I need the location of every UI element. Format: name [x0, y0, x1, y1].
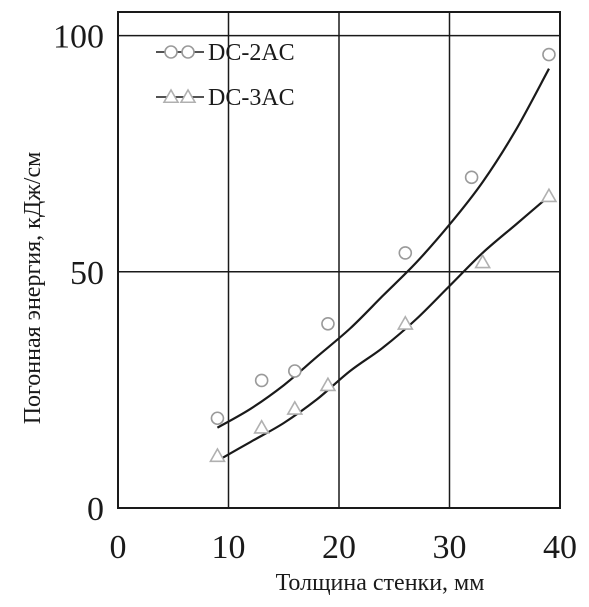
legend-marker — [179, 88, 197, 104]
data-point-dc-3ac — [286, 400, 304, 415]
y-axis-title: Погонная энергия, кДж/см — [20, 152, 46, 425]
data-point-dc-2ac — [542, 47, 556, 62]
x-axis-title: Толщина стенки, мм — [276, 570, 485, 596]
data-point-dc-3ac — [253, 419, 271, 434]
data-point-dc-2ac — [287, 364, 302, 378]
x-tick-label: 40 — [543, 529, 577, 566]
y-tick-label: 0 — [87, 491, 104, 528]
trend-lines — [216, 68, 550, 462]
data-point-dc-3ac — [319, 376, 337, 392]
data-point-dc-3ac — [474, 253, 492, 269]
data-point-dc-2ac — [210, 411, 225, 426]
data-point-dc-3ac — [396, 315, 414, 330]
data-points — [209, 47, 558, 463]
y-tick-label: 50 — [70, 255, 104, 292]
data-point-dc-2ac — [398, 246, 413, 260]
y-tick-labels: 0 50 100 — [53, 19, 104, 528]
plot-frame — [117, 11, 561, 509]
y-tick-label: 100 — [53, 19, 104, 56]
legend-label: DC-2AC — [208, 40, 295, 66]
trend-line-dc-2ac — [216, 68, 550, 429]
data-point-dc-2ac — [464, 170, 479, 185]
grid — [118, 12, 560, 508]
x-tick-label: 20 — [322, 529, 356, 566]
legend-label: DC-3AC — [208, 85, 295, 111]
legend-marker — [162, 88, 180, 104]
data-point-dc-3ac — [209, 447, 226, 463]
legend-marker — [164, 45, 178, 59]
data-point-dc-2ac — [254, 373, 269, 388]
trend-line-dc-3ac — [216, 195, 550, 462]
x-tick-label: 10 — [212, 529, 246, 566]
data-point-dc-2ac — [321, 316, 335, 331]
x-tick-label: 30 — [433, 529, 467, 566]
data-point-dc-3ac — [540, 187, 558, 203]
x-tick-label: 0 — [110, 529, 127, 566]
x-tick-labels: 0 10 20 30 40 — [110, 529, 578, 566]
legend-marker — [181, 45, 195, 59]
legend: DC-2AC DC-3AC — [156, 40, 295, 111]
